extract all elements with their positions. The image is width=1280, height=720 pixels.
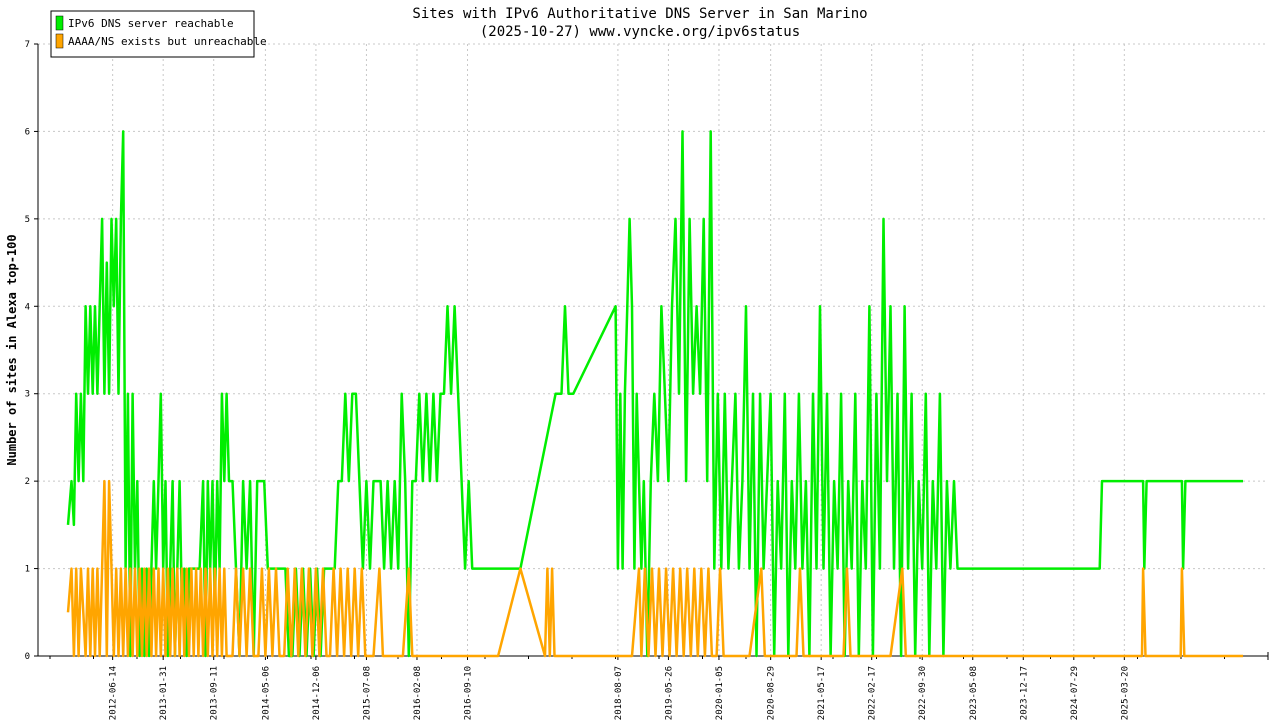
chart-title: Sites with IPv6 Authoritative DNS Server… <box>412 6 867 22</box>
y-ticks: 0 1 2 3 4 5 6 7 <box>25 40 38 662</box>
y-tick-label: 0 <box>25 652 30 662</box>
legend-swatch-unreachable <box>55 33 64 49</box>
y-tick-label: 2 <box>25 477 30 487</box>
x-tick-label: 2024-07-29 <box>1070 666 1080 720</box>
y-tick-label: 3 <box>25 390 30 400</box>
y-tick-label: 7 <box>25 40 30 50</box>
x-tick-label: 2023-12-17 <box>1019 666 1029 720</box>
series-lines <box>66 130 1243 658</box>
grid-lines <box>38 43 1268 656</box>
x-tick-label: 2014-12-06 <box>312 666 322 720</box>
chart-subtitle: (2025-10-27) www.vyncke.org/ipv6status <box>480 24 800 40</box>
x-tick-label: 2020-08-29 <box>767 666 777 720</box>
x-tick-label: 2012-06-14 <box>109 666 119 720</box>
y-tick-label: 4 <box>25 302 30 312</box>
x-tick-label: 2023-05-08 <box>969 666 979 720</box>
series-line-1 <box>66 479 1243 658</box>
series-line-0 <box>66 130 1243 658</box>
x-ticks: 2012-06-14 2013-01-31 2013-09-11 2014-05-06… <box>49 656 1269 720</box>
y-tick-label: 6 <box>25 127 30 137</box>
x-tick-label: 2014-05-06 <box>261 666 271 720</box>
x-tick-label: 2015-07-08 <box>362 666 372 720</box>
x-tick-label: 2025-03-20 <box>1120 666 1130 720</box>
legend-swatch-reachable <box>55 15 64 31</box>
legend-label-unreachable: AAAA/NS exists but unreachable <box>68 35 267 48</box>
x-tick-label: 2021-05-17 <box>817 666 827 720</box>
legend-box <box>50 10 255 58</box>
x-tick-label: 2022-09-30 <box>918 666 928 720</box>
y-tick-label: 1 <box>25 565 30 575</box>
x-tick-label: 2013-01-31 <box>159 666 169 720</box>
legend-label-reachable: IPv6 DNS server reachable <box>68 17 234 30</box>
x-tick-label: 2018-08-07 <box>614 666 624 720</box>
x-tick-label: 2016-09-10 <box>464 666 474 720</box>
legend: IPv6 DNS server reachable AAAA/NS exists… <box>50 10 267 58</box>
y-axis-label: Number of sites in Alexa top-100 <box>5 234 19 465</box>
x-tick-label: 2013-09-11 <box>210 666 220 720</box>
y-tick-label: 5 <box>25 215 30 225</box>
x-tick-label: 2020-01-05 <box>715 666 725 720</box>
x-tick-label: 2016-02-08 <box>413 666 423 720</box>
x-tick-label: 2019-05-26 <box>664 666 674 720</box>
x-tick-label: 2022-02-17 <box>868 666 878 720</box>
